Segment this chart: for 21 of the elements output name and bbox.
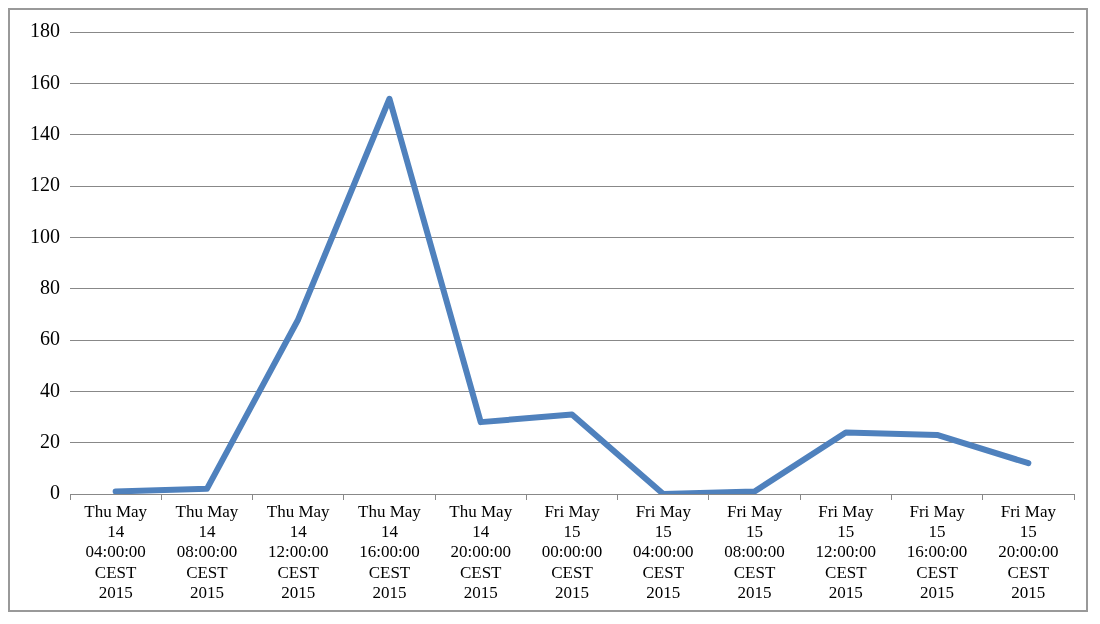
- x-tick-label: Thu May 14 20:00:00 CEST 2015: [449, 501, 513, 603]
- y-tick-label: 60: [40, 327, 60, 350]
- y-tick-label: 120: [30, 173, 60, 196]
- x-tick-label: Fri May 15 04:00:00 CEST 2015: [633, 501, 694, 603]
- x-tick-label: Thu May 14 04:00:00 CEST 2015: [84, 501, 148, 603]
- x-tick-label: Thu May 14 16:00:00 CEST 2015: [358, 501, 422, 603]
- y-tick-label: 160: [30, 70, 60, 93]
- y-tick-label: 100: [30, 224, 60, 247]
- x-tick-label: Fri May 15 08:00:00 CEST 2015: [724, 501, 785, 603]
- y-tick-label: 80: [40, 275, 60, 298]
- x-tick-label: Fri May 15 00:00:00 CEST 2015: [541, 501, 603, 603]
- x-tick-label: Fri May 15 20:00:00 CEST 2015: [998, 501, 1059, 603]
- y-tick-label: 0: [50, 481, 60, 504]
- y-tick-label: 20: [40, 429, 60, 452]
- x-tick-label: Thu May 14 08:00:00 CEST 2015: [175, 501, 239, 603]
- x-tick-label: Fri May 15 12:00:00 CEST 2015: [815, 501, 877, 603]
- x-tick-label: Thu May 14 12:00:00 CEST 2015: [266, 501, 331, 603]
- x-tick-label: Fri May 15 16:00:00 CEST 2015: [906, 501, 968, 603]
- y-tick-label: 40: [40, 378, 60, 401]
- y-tick-label: 180: [30, 19, 60, 42]
- y-tick-label: 140: [30, 121, 60, 144]
